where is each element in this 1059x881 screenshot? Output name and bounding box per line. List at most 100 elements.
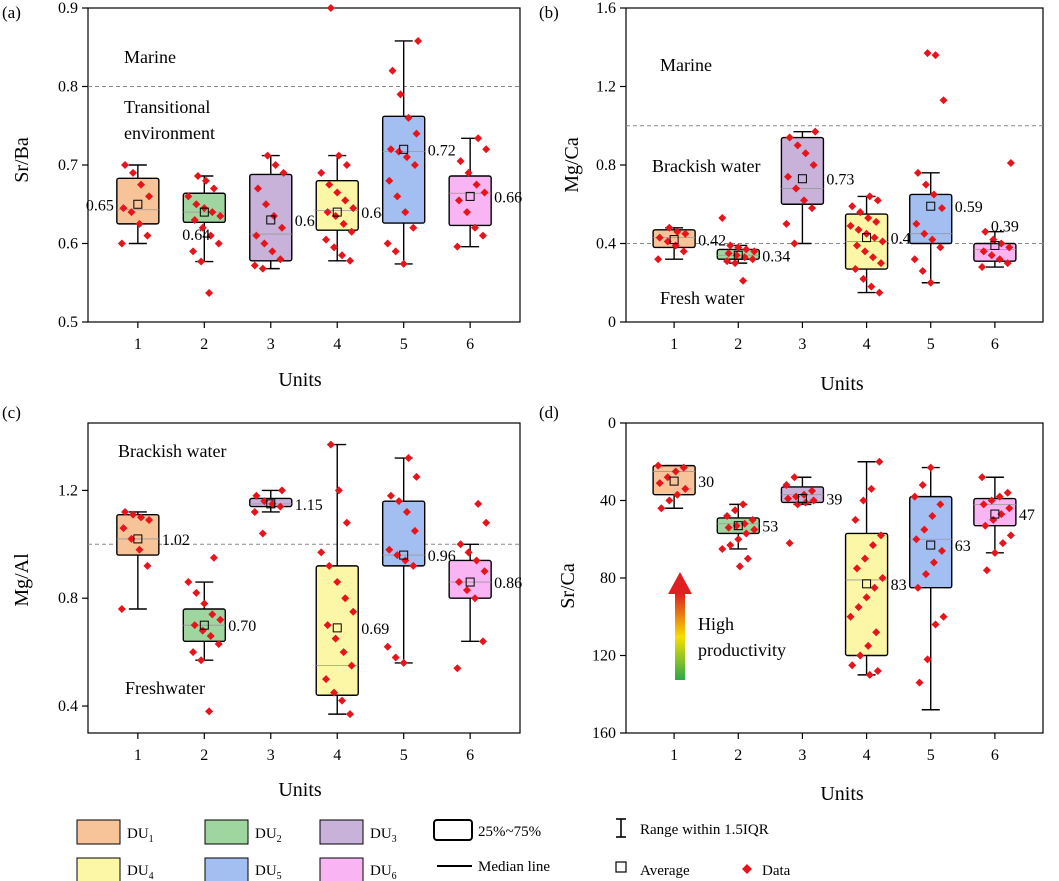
data-point: [250, 507, 259, 516]
average-label: 0.34: [762, 248, 790, 265]
legend-average-marker: [615, 861, 627, 873]
data-point: [782, 219, 791, 228]
data-point: [918, 266, 927, 275]
data-point: [735, 562, 744, 571]
y-tick-label-0: 0: [608, 415, 616, 432]
data-point: [878, 237, 887, 246]
data-point: [205, 707, 214, 716]
legend-swatch-du4: [76, 857, 121, 881]
average-label: 83: [891, 577, 907, 594]
data-point: [868, 253, 877, 262]
data-point: [860, 247, 869, 256]
data-point: [846, 221, 855, 230]
data-point: [867, 484, 876, 493]
data-point: [192, 588, 201, 597]
data-point: [119, 204, 128, 213]
data-point: [872, 217, 881, 226]
data-point: [864, 213, 873, 222]
data-point: [250, 261, 259, 270]
y-tick-label-3: 1.2: [596, 79, 616, 96]
y-tick-label-1: 0.4: [596, 236, 616, 253]
data-point: [391, 653, 400, 662]
data-point: [143, 561, 152, 570]
box-unit-1: 0.42: [652, 223, 726, 264]
data-point: [200, 599, 209, 608]
data-point: [734, 535, 743, 544]
average-marker: [465, 577, 475, 587]
data-point: [480, 188, 489, 197]
data-point: [339, 648, 348, 657]
data-point: [145, 516, 154, 525]
legend-swatch-du1: [76, 819, 121, 845]
average-label: 0.86: [494, 575, 522, 592]
y-tick-label-2: 0.8: [596, 157, 616, 174]
data-point: [216, 212, 225, 221]
data-point: [800, 196, 809, 205]
x-tick-label-2: 3: [798, 747, 806, 764]
data-point: [862, 593, 871, 602]
data-point: [679, 247, 688, 256]
data-point: [474, 134, 483, 143]
average-marker: [465, 191, 475, 201]
data-point: [875, 288, 884, 297]
data-point: [731, 259, 740, 268]
data-point: [936, 500, 945, 509]
data-point: [474, 499, 483, 508]
data-point: [750, 525, 759, 534]
productivity-arrow-head: [668, 572, 692, 594]
data-point: [742, 529, 751, 538]
data-point: [386, 491, 395, 500]
data-point: [876, 259, 885, 268]
data-point: [253, 184, 262, 193]
data-point: [654, 461, 663, 470]
data-point: [724, 249, 733, 258]
average-marker: [990, 240, 1000, 250]
data-point: [409, 561, 418, 570]
y-tick-label-2: 1.2: [58, 482, 78, 499]
data-point: [929, 190, 938, 199]
data-point: [322, 235, 331, 244]
data-point: [401, 208, 410, 217]
data-point: [349, 204, 358, 213]
data-point: [1006, 531, 1015, 540]
data-point: [346, 710, 355, 719]
annotation-high: High: [698, 614, 734, 634]
average-label: 0.96: [428, 548, 456, 565]
box-unit-4: 0.64: [315, 4, 389, 265]
y-tick-label-1: 40: [600, 493, 616, 510]
average-marker: [733, 521, 743, 531]
average-label: 0.66: [494, 189, 522, 206]
data-point: [665, 223, 674, 232]
average-marker: [133, 534, 143, 544]
data-point: [1005, 243, 1014, 252]
annotation-freshwater-c: Freshwater: [125, 678, 205, 698]
data-point: [981, 521, 990, 530]
data-point: [330, 243, 339, 252]
box-unit-5: 0.96: [381, 454, 456, 667]
data-point: [790, 473, 799, 482]
data-point: [981, 227, 990, 236]
data-point: [193, 171, 202, 180]
data-point: [317, 548, 326, 557]
data-point: [748, 255, 757, 264]
data-point: [323, 621, 332, 630]
data-point: [921, 180, 930, 189]
data-point: [454, 578, 463, 587]
average-marker: [669, 235, 679, 245]
data-point: [782, 481, 791, 489]
average-marker: [797, 494, 807, 504]
data-point: [410, 161, 419, 169]
iqr-box: [448, 559, 492, 599]
data-point: [129, 510, 138, 519]
panel-label-b: (b): [539, 3, 559, 22]
data-point: [470, 223, 479, 232]
y-tick-label-3: 0.8: [58, 79, 78, 96]
data-point: [341, 196, 350, 205]
data-point: [856, 208, 865, 217]
data-point: [987, 251, 996, 260]
average-label: 0.59: [955, 199, 983, 216]
data-point: [851, 265, 860, 274]
data-point: [864, 641, 873, 650]
data-point: [339, 219, 348, 228]
x-tick-label-2: 3: [798, 336, 806, 353]
